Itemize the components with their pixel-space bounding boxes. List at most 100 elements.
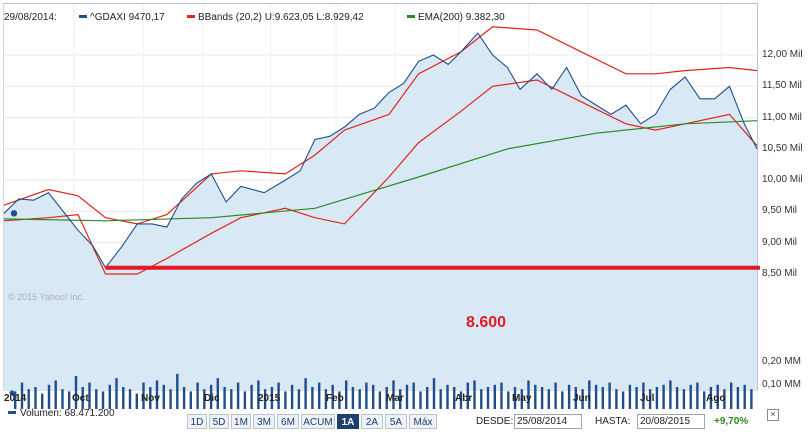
volume-bar	[331, 384, 334, 409]
close-icon[interactable]: ×	[767, 409, 779, 421]
volume-bar	[540, 387, 544, 409]
volume-bar	[122, 387, 125, 409]
price-tick: 10,00 Mil	[762, 174, 803, 186]
volume-bar	[493, 384, 496, 409]
month-label: Feb	[326, 393, 344, 404]
volume-bar	[567, 384, 571, 409]
volume-bar	[527, 380, 530, 409]
volume-bar	[547, 389, 550, 409]
volume-bar	[696, 382, 699, 409]
bbands-legend-swatch	[187, 15, 195, 18]
volume-bar	[594, 384, 598, 409]
legend-bbands: BBands (20,2) U:9.623,05 L:8.929,42	[198, 12, 364, 23]
range-button-1m[interactable]: 1M	[231, 414, 251, 429]
volume-bar	[155, 380, 159, 409]
volume-bar	[608, 382, 611, 409]
volume-bars	[14, 373, 753, 409]
volume-bar	[257, 380, 260, 409]
volume-bar	[372, 384, 375, 409]
volume-bar	[223, 387, 226, 409]
volume-bar	[34, 387, 37, 409]
volume-bar	[358, 389, 361, 409]
volume-bar	[621, 391, 625, 409]
volume-tick-0: 0,20 MM	[762, 356, 801, 367]
bbands-lower-line	[3, 79, 758, 275]
volume-bar	[473, 380, 476, 409]
volume-bar	[162, 384, 165, 409]
volume-bar	[209, 384, 213, 409]
volume-bar	[351, 387, 355, 409]
range-button-acum[interactable]: ACUM	[301, 414, 335, 429]
volume-bar	[689, 384, 692, 409]
volume-bar	[574, 387, 577, 409]
volume-bar	[250, 384, 253, 409]
ema-line	[3, 120, 758, 222]
volume-bar	[47, 384, 51, 409]
volume-bar	[74, 376, 78, 409]
volume-bar	[392, 380, 395, 409]
range-button-3m[interactable]: 3M	[253, 414, 275, 429]
volume-bar	[446, 384, 449, 409]
price-tick: 9,50 Mil	[762, 205, 798, 217]
price-start-marker	[10, 210, 18, 217]
copyright-text: © 2015 Yahoo! Inc.	[8, 292, 85, 302]
volume-bar	[648, 389, 652, 409]
range-button-6m[interactable]: 6M	[277, 414, 299, 429]
price-area-fill	[4, 33, 757, 390]
month-label: Abr	[455, 393, 473, 404]
month-label: Mar	[386, 393, 404, 404]
hasta-date-input[interactable]	[637, 414, 705, 429]
volume-bar	[412, 382, 415, 409]
month-label: Oct	[72, 393, 89, 404]
volume-bar	[399, 389, 402, 409]
volume-bar	[101, 391, 105, 409]
period-change: +9,70%	[714, 416, 749, 427]
price-tick: 10,50 Mil	[762, 142, 803, 154]
range-button-5d[interactable]: 5D	[209, 414, 229, 429]
volume-bar	[297, 389, 301, 409]
range-button-máx[interactable]: Máx	[409, 414, 437, 429]
volume-bar	[716, 384, 719, 409]
volume-bar	[182, 387, 186, 409]
volume-bar	[61, 389, 64, 409]
volume-bar	[615, 389, 618, 409]
volume-bar	[507, 391, 510, 409]
price-tick: 12,00 Mil	[762, 49, 803, 60]
volume-bar	[176, 373, 179, 409]
volume-bar	[723, 389, 726, 409]
volume-bar	[81, 387, 84, 409]
volume-bar	[743, 384, 746, 409]
volume-bar	[655, 387, 659, 409]
volume-bar	[230, 389, 233, 409]
hasta-label: HASTA:	[595, 416, 631, 427]
volume-bar	[466, 382, 469, 409]
volume-bar	[324, 389, 328, 409]
desde-label: DESDE:	[476, 416, 514, 427]
range-button-5a[interactable]: 5A	[385, 414, 407, 429]
price-tick: 9,00 Mil	[762, 236, 798, 248]
desde-date-input[interactable]	[514, 414, 582, 429]
volume-bar	[115, 378, 118, 409]
volume-bar	[426, 387, 429, 409]
volume-bar	[41, 393, 44, 409]
volume-bar	[730, 382, 733, 409]
range-button-2a[interactable]: 2A	[361, 414, 383, 429]
volume-bar	[236, 382, 240, 409]
volume-bar	[169, 389, 172, 409]
range-button-1d[interactable]: 1D	[187, 414, 207, 429]
volume-bar	[642, 382, 645, 409]
volume-bar	[703, 391, 706, 409]
volume-bar	[669, 380, 672, 409]
month-label: 2015	[258, 393, 281, 404]
volume-bar	[284, 391, 287, 409]
support-annotation: 8.600	[466, 314, 507, 331]
volume-bar	[290, 384, 294, 409]
range-button-1a[interactable]: 1A	[337, 414, 359, 429]
volume-bar	[304, 378, 307, 409]
volume-bar	[149, 387, 152, 409]
volume-bar	[561, 391, 564, 409]
volume-bar	[54, 380, 57, 409]
volume-bar	[405, 384, 409, 409]
volume-bar	[311, 387, 314, 409]
